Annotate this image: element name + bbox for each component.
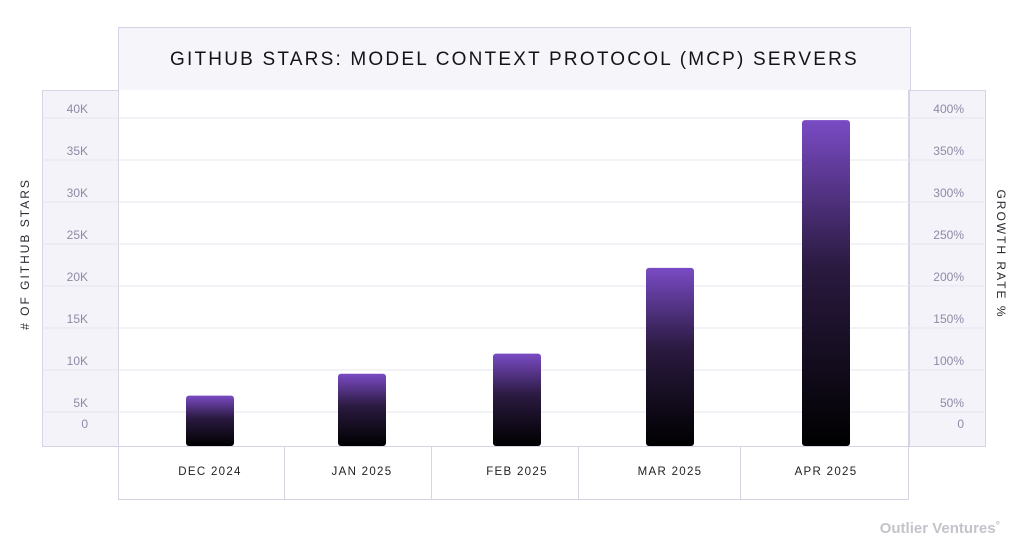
- y-tick-label: 40K: [66, 102, 88, 116]
- chart-title: GITHUB STARS: MODEL CONTEXT PROTOCOL (MC…: [118, 27, 911, 91]
- x-tick-label: FEB 2025: [486, 466, 548, 478]
- x-axis-panel: [118, 446, 909, 500]
- y-right-tick-label: 0: [957, 417, 964, 431]
- y-tick-label: 20K: [66, 270, 88, 284]
- x-tick-label: JAN 2025: [331, 466, 393, 478]
- y-tick-label: 0: [81, 417, 88, 431]
- y-right-tick-label: 300%: [933, 186, 964, 200]
- y-tick-label: 15K: [66, 312, 88, 326]
- x-tick-label: DEC 2024: [178, 466, 242, 478]
- y-right-tick-label: 150%: [933, 312, 964, 326]
- brand-mark: °: [995, 520, 1000, 532]
- x-axis-divider: [431, 446, 432, 500]
- y-right-tick-label: 400%: [933, 102, 964, 116]
- x-axis-divider: [284, 446, 285, 500]
- y-tick-label: 30K: [66, 186, 88, 200]
- x-tick-label: APR 2025: [794, 466, 858, 478]
- right-axis-panel: [909, 90, 986, 447]
- y-right-tick-label: 200%: [933, 270, 964, 284]
- bar-feb-2025: [493, 353, 541, 446]
- x-axis-divider: [578, 446, 579, 500]
- y-right-tick-label: 100%: [933, 354, 964, 368]
- bar-apr-2025: [802, 120, 850, 446]
- y-tick-label: 5K: [73, 396, 88, 410]
- brand-logo: Outlier Ventures°: [880, 520, 1000, 537]
- y-right-tick-label: 350%: [933, 144, 964, 158]
- bar-jan-2025: [338, 373, 386, 446]
- y-axis-right-title: GROWTH RATE %: [994, 189, 1008, 319]
- left-axis-panel: [42, 90, 119, 447]
- y-axis-title: # OF GITHUB STARS: [18, 178, 32, 330]
- y-right-tick-label: 250%: [933, 228, 964, 242]
- y-tick-label: 10K: [66, 354, 88, 368]
- x-tick-label: MAR 2025: [637, 466, 703, 478]
- bar-dec-2024: [186, 395, 234, 446]
- y-tick-label: 25K: [66, 228, 88, 242]
- y-tick-label: 35K: [66, 144, 88, 158]
- x-axis-divider: [740, 446, 741, 500]
- brand-name: Outlier Ventures: [879, 520, 996, 537]
- bar-mar-2025: [646, 267, 694, 446]
- y-right-tick-label: 50%: [939, 396, 964, 410]
